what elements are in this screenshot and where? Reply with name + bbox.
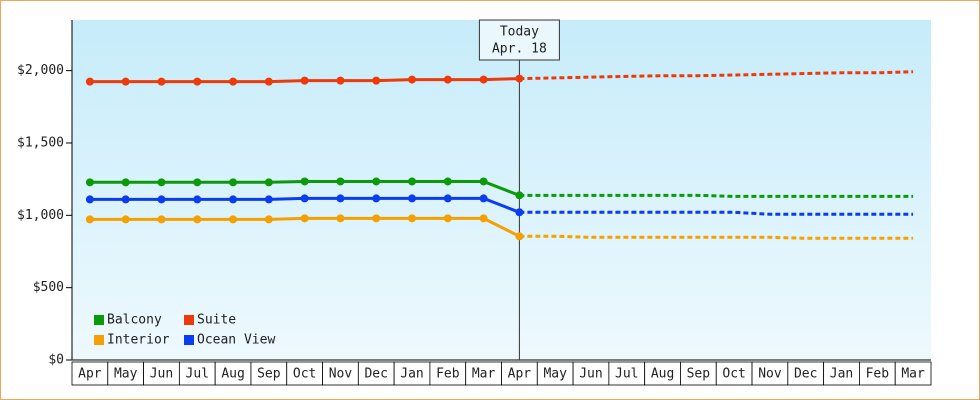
x-tick-label: May bbox=[114, 367, 138, 382]
point bbox=[300, 214, 309, 223]
point bbox=[408, 75, 417, 84]
x-tick-label: Jan bbox=[400, 367, 423, 382]
legend-swatch bbox=[184, 315, 194, 325]
point bbox=[121, 77, 130, 86]
point bbox=[157, 195, 166, 204]
x-tick-box bbox=[894, 361, 932, 386]
x-tick-label: Mar bbox=[901, 367, 925, 382]
point bbox=[408, 214, 417, 223]
point bbox=[443, 75, 452, 84]
forecast-line bbox=[519, 193, 914, 198]
point bbox=[443, 214, 452, 223]
x-tick-label: Feb bbox=[866, 367, 890, 382]
forecast-line bbox=[519, 70, 914, 81]
x-tick-label: Mar bbox=[472, 367, 496, 382]
forecast-line bbox=[519, 210, 914, 216]
point bbox=[336, 177, 345, 186]
today-date: Apr. 18 bbox=[492, 42, 547, 57]
point bbox=[157, 77, 166, 86]
x-tick-label: Oct bbox=[722, 367, 745, 382]
point bbox=[515, 74, 524, 83]
legend-swatch bbox=[94, 335, 104, 345]
x-tick-label: Oct bbox=[293, 367, 316, 382]
point bbox=[157, 215, 166, 224]
point bbox=[372, 194, 381, 203]
legend-swatch bbox=[184, 335, 194, 345]
y-tick-label: $1,000 bbox=[17, 208, 64, 223]
point bbox=[193, 77, 202, 86]
point bbox=[443, 177, 452, 186]
forecast-line bbox=[519, 234, 914, 240]
point bbox=[479, 214, 488, 223]
point bbox=[229, 178, 238, 187]
point bbox=[229, 215, 238, 224]
x-tick-label: Apr bbox=[508, 367, 532, 382]
y-tick-label: $0 bbox=[48, 353, 64, 368]
point bbox=[372, 214, 381, 223]
point bbox=[300, 177, 309, 186]
point bbox=[372, 177, 381, 186]
point bbox=[515, 191, 524, 200]
point bbox=[121, 178, 130, 187]
x-tick-label: Apr bbox=[78, 367, 102, 382]
point bbox=[85, 215, 94, 224]
point bbox=[193, 215, 202, 224]
point bbox=[193, 195, 202, 204]
legend-label: Ocean View bbox=[197, 333, 275, 348]
x-tick-label: Jul bbox=[186, 367, 209, 382]
y-tick-label: $2,000 bbox=[17, 63, 64, 78]
point bbox=[336, 76, 345, 85]
point bbox=[157, 178, 166, 187]
point bbox=[85, 195, 94, 204]
x-tick-label: Aug bbox=[651, 367, 674, 382]
point bbox=[264, 77, 273, 86]
point bbox=[300, 194, 309, 203]
point bbox=[336, 214, 345, 223]
point bbox=[229, 77, 238, 86]
x-tick-label: Aug bbox=[221, 367, 244, 382]
point bbox=[479, 194, 488, 203]
point bbox=[515, 208, 524, 217]
point bbox=[229, 195, 238, 204]
point bbox=[515, 232, 524, 241]
x-tick-label: Nov bbox=[758, 367, 782, 382]
x-tick-label: Dec bbox=[364, 367, 387, 382]
legend-label: Interior bbox=[107, 333, 170, 348]
point bbox=[85, 178, 94, 187]
y-tick-label: $500 bbox=[33, 280, 64, 295]
point bbox=[479, 75, 488, 84]
today-label: Today bbox=[500, 25, 539, 40]
legend-label: Balcony bbox=[107, 313, 162, 328]
x-tick-label: Jul bbox=[615, 367, 638, 382]
point bbox=[372, 76, 381, 85]
point bbox=[85, 77, 94, 86]
legend-swatch bbox=[94, 315, 104, 325]
point bbox=[121, 215, 130, 224]
point bbox=[479, 177, 488, 186]
y-tick-label: $1,500 bbox=[17, 135, 64, 150]
point bbox=[264, 178, 273, 187]
point bbox=[264, 195, 273, 204]
x-tick-label: Sep bbox=[257, 367, 281, 382]
point bbox=[193, 178, 202, 187]
x-tick-label: Nov bbox=[329, 367, 353, 382]
x-tick-label: Jun bbox=[579, 367, 602, 382]
x-tick-label: Feb bbox=[436, 367, 460, 382]
x-tick-label: Dec bbox=[794, 367, 817, 382]
point bbox=[443, 194, 452, 203]
point bbox=[121, 195, 130, 204]
x-tick-label: May bbox=[543, 367, 567, 382]
point bbox=[408, 194, 417, 203]
x-tick-label: Sep bbox=[687, 367, 711, 382]
x-tick-label: Jun bbox=[150, 367, 173, 382]
x-tick-label: Jan bbox=[830, 367, 853, 382]
point bbox=[264, 215, 273, 224]
legend-label: Suite bbox=[197, 313, 236, 328]
point bbox=[300, 76, 309, 85]
point bbox=[408, 177, 417, 186]
today-box bbox=[478, 19, 560, 61]
point bbox=[336, 194, 345, 203]
